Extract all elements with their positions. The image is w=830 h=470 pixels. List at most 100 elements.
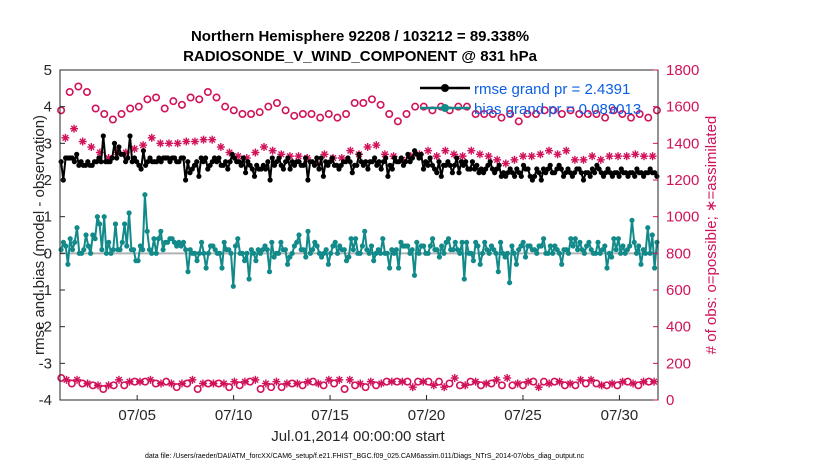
obs-assimilated-marker xyxy=(519,152,528,161)
x-tick-label: 07/30 xyxy=(601,407,639,424)
bias-point xyxy=(409,247,415,253)
y-right-tick-label: 800 xyxy=(666,245,691,262)
rmse-point xyxy=(434,170,440,176)
bias-point xyxy=(137,243,143,249)
bias-point xyxy=(325,261,331,267)
rmse-point xyxy=(276,155,282,161)
rmse-point xyxy=(74,151,80,157)
obs-low-possible-marker xyxy=(225,383,234,392)
bias-point xyxy=(556,250,563,256)
obs-low-assimilated-marker xyxy=(94,381,103,390)
obs-possible-marker xyxy=(523,110,532,119)
obs-low-assimilated-marker xyxy=(639,377,648,386)
obs-low-possible-marker xyxy=(193,384,202,393)
bias-point xyxy=(493,250,499,256)
bias-point xyxy=(380,236,386,242)
obs-possible-marker xyxy=(454,102,463,111)
obs-possible-marker xyxy=(307,110,316,119)
rmse-point xyxy=(398,155,404,161)
obs-assimilated-marker xyxy=(614,152,623,161)
rmse-point xyxy=(496,162,502,168)
rmse-point xyxy=(372,155,378,161)
obs-assimilated-marker xyxy=(320,150,329,159)
rmse-point xyxy=(238,162,244,168)
rmse-point xyxy=(578,170,584,176)
rmse-point xyxy=(409,155,415,161)
obs-possible-marker xyxy=(376,100,385,109)
obs-low-assimilated-marker xyxy=(104,381,113,390)
rmse-point xyxy=(320,173,326,179)
bias-point xyxy=(586,239,592,245)
bias-point xyxy=(117,247,123,253)
obs-possible-marker xyxy=(497,113,506,122)
bias-point xyxy=(140,247,146,253)
obs-low-assimilated-marker xyxy=(219,379,228,388)
obs-possible-marker xyxy=(627,113,636,122)
obs-low-possible-marker xyxy=(330,379,339,388)
bias-point xyxy=(194,258,200,264)
rmse-point xyxy=(316,166,322,172)
bias-point xyxy=(144,228,150,234)
obs-possible-marker xyxy=(65,88,74,97)
obs-low-assimilated-marker xyxy=(177,379,186,388)
x-axis-label: Jul.01,2014 00:00:00 start xyxy=(271,428,445,445)
bias-point xyxy=(504,250,510,256)
obs-low-assimilated-marker xyxy=(335,375,344,384)
rmse-point xyxy=(223,159,229,165)
x-tick-label: 07/10 xyxy=(215,407,253,424)
bias-point xyxy=(452,239,458,245)
obs-low-assimilated-marker xyxy=(115,375,124,384)
obs-possible-marker xyxy=(609,106,618,115)
bias-point xyxy=(534,250,540,256)
legend-bias-label: bias grand pr = 0.089013 xyxy=(474,101,641,118)
rmse-point xyxy=(376,159,382,165)
bias-point xyxy=(464,239,470,245)
obs-assimilated-marker xyxy=(260,143,269,151)
bias-point xyxy=(522,254,529,260)
obs-low-assimilated-marker xyxy=(503,374,512,382)
rmse-point xyxy=(456,170,462,176)
rmse-point xyxy=(167,159,173,165)
obs-possible-marker xyxy=(91,104,100,113)
obs-low-assimilated-marker xyxy=(314,379,323,388)
bias-point xyxy=(436,254,442,260)
bias-point xyxy=(196,250,202,256)
obs-possible-marker xyxy=(152,93,161,102)
bias-point xyxy=(366,250,372,256)
obs-low-assimilated-marker xyxy=(408,383,417,392)
obs-possible-marker xyxy=(540,106,549,115)
bias-point xyxy=(99,247,105,253)
rmse-point xyxy=(305,177,311,183)
obs-possible-marker xyxy=(143,95,152,104)
bias-point xyxy=(67,236,73,242)
rmse-point xyxy=(243,170,249,176)
bias-point xyxy=(387,265,393,271)
obs-low-possible-marker xyxy=(581,379,590,388)
obs-assimilated-marker xyxy=(493,155,502,164)
obs-low-assimilated-marker xyxy=(188,375,197,384)
rmse-point xyxy=(249,166,255,172)
bias-point xyxy=(180,239,187,245)
bias-point xyxy=(205,250,211,256)
rmse-point xyxy=(474,162,480,168)
obs-possible-marker xyxy=(169,97,178,106)
obs-low-assimilated-marker xyxy=(587,375,596,384)
bias-point xyxy=(217,250,223,256)
rmse-point xyxy=(518,173,524,179)
rmse-point xyxy=(469,159,475,165)
bias-point xyxy=(627,243,633,249)
y-right-tick-label: 1200 xyxy=(666,172,699,189)
bias-point xyxy=(142,192,148,198)
bias-point xyxy=(242,258,248,264)
bias-point xyxy=(83,232,89,238)
bias-point xyxy=(103,250,109,256)
bias-point xyxy=(638,261,644,267)
rmse-point xyxy=(120,151,126,157)
obs-assimilated-marker xyxy=(372,141,381,150)
y-right-tick-label: 400 xyxy=(666,319,691,336)
bias-point xyxy=(414,239,420,245)
obs-possible-marker xyxy=(462,102,471,111)
rmse-point xyxy=(114,155,120,161)
rmse-point xyxy=(267,177,273,183)
